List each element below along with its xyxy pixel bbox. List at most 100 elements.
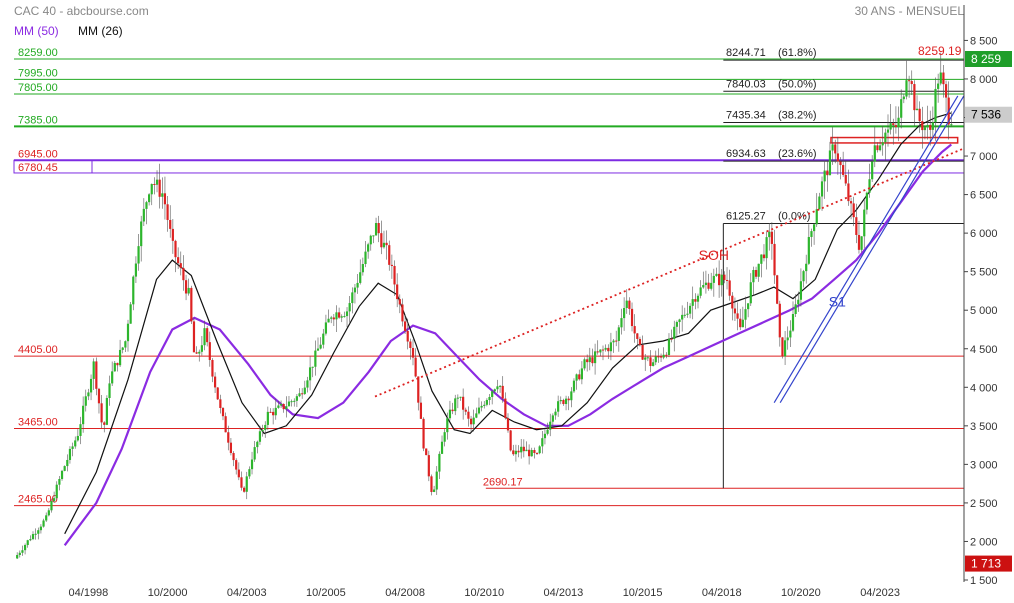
candle-body [58, 479, 61, 485]
x-tick-label: 04/1998 [69, 587, 109, 599]
candle-body [356, 282, 359, 288]
candle-body [113, 362, 116, 372]
candle-body [623, 308, 626, 319]
candle-body [26, 540, 29, 546]
chart-period: 30 ANS - MENSUEL [854, 4, 964, 18]
candle-body [324, 322, 328, 334]
candle-body [367, 244, 370, 252]
x-tick-label: 04/2008 [385, 587, 425, 599]
candle-body [174, 240, 177, 258]
candle-body [512, 450, 515, 455]
candle-body [937, 83, 940, 89]
candle-body [791, 313, 795, 331]
candle-body [84, 396, 87, 406]
candle-body [744, 309, 747, 320]
candle-body [646, 357, 649, 359]
candle-body [203, 328, 206, 346]
x-tick-label: 10/2015 [623, 587, 663, 599]
candle-body [849, 201, 853, 204]
candle-body [823, 170, 826, 182]
candle-body [892, 123, 895, 126]
overlays: SOH S1 8259.19 [374, 44, 965, 404]
candle-body [842, 165, 845, 175]
candle-body [97, 388, 101, 404]
candle-body [351, 292, 354, 304]
candle-body [227, 432, 230, 443]
candle-body [195, 352, 198, 354]
candle-body [773, 243, 776, 276]
candle-body [31, 534, 35, 540]
candle-body [153, 183, 156, 185]
legend-mm26[interactable]: MM (26) [78, 24, 123, 38]
mm26-line [64, 112, 952, 535]
fib-pct: (61.8%) [778, 47, 817, 59]
fib-value: 6125.27 [726, 210, 766, 222]
candle-body [514, 450, 518, 455]
candle-body [834, 144, 837, 154]
candle-body [860, 236, 863, 250]
candle-body [530, 450, 533, 457]
candle-body [475, 413, 478, 418]
candle-body [74, 440, 77, 447]
candle-body [92, 361, 95, 379]
candle-body [583, 359, 586, 369]
x-tick-label: 10/2020 [781, 587, 821, 599]
candle-body [696, 295, 700, 302]
candle-body [308, 367, 312, 381]
candle-body [934, 88, 937, 123]
candle-body [564, 398, 568, 405]
candle-body [538, 446, 541, 454]
candle-body [752, 270, 755, 283]
candle-body [129, 304, 132, 324]
candle-body [411, 347, 415, 358]
candle-body [258, 431, 262, 442]
candle-body [652, 362, 655, 366]
candle-body [137, 246, 140, 264]
candle-body [902, 96, 905, 100]
candle-body [245, 476, 248, 492]
candle-body [797, 299, 800, 305]
y-tick-label: 1 500 [970, 575, 998, 587]
candle-body [374, 223, 378, 236]
candle-body [768, 231, 771, 238]
level-label: 7995.00 [18, 67, 58, 79]
candle-body [710, 282, 713, 289]
candle-body [248, 469, 251, 477]
candle-body [148, 194, 151, 203]
candle-body [802, 271, 805, 282]
y-tick-label: 8 500 [970, 35, 998, 47]
candle-body [570, 391, 573, 401]
candle-body [261, 429, 264, 432]
level-label: 7805.00 [18, 82, 58, 94]
candle-body [446, 418, 449, 433]
y-tick-label: 2 000 [970, 536, 998, 548]
candle-body [881, 142, 884, 146]
candle-body [567, 398, 570, 401]
candle-body [140, 221, 143, 247]
candle-body [839, 161, 842, 166]
candle-body [815, 209, 818, 225]
candle-body [184, 280, 188, 294]
candle-body [221, 408, 225, 417]
candle-body [42, 520, 45, 527]
candle-body [279, 403, 283, 406]
candle-body [636, 333, 639, 339]
candle-body [805, 263, 808, 272]
candle-body [21, 550, 24, 553]
candle-body [316, 348, 320, 351]
candle-body [171, 228, 174, 241]
candle-body [403, 321, 407, 331]
y-tick-label: 3 000 [970, 459, 998, 471]
candle-body [430, 476, 433, 492]
candle-body [448, 409, 452, 419]
candle-body [382, 242, 386, 248]
candle-body [158, 179, 161, 197]
candle-body [776, 275, 779, 304]
candle-body [142, 208, 145, 222]
candle-body [353, 287, 357, 293]
low-price-box-label: 1 713 [971, 557, 1001, 571]
fib-pct: (0.0%) [778, 210, 810, 222]
candle-body [103, 422, 106, 425]
legend-mm50[interactable]: MM (50) [14, 24, 59, 38]
